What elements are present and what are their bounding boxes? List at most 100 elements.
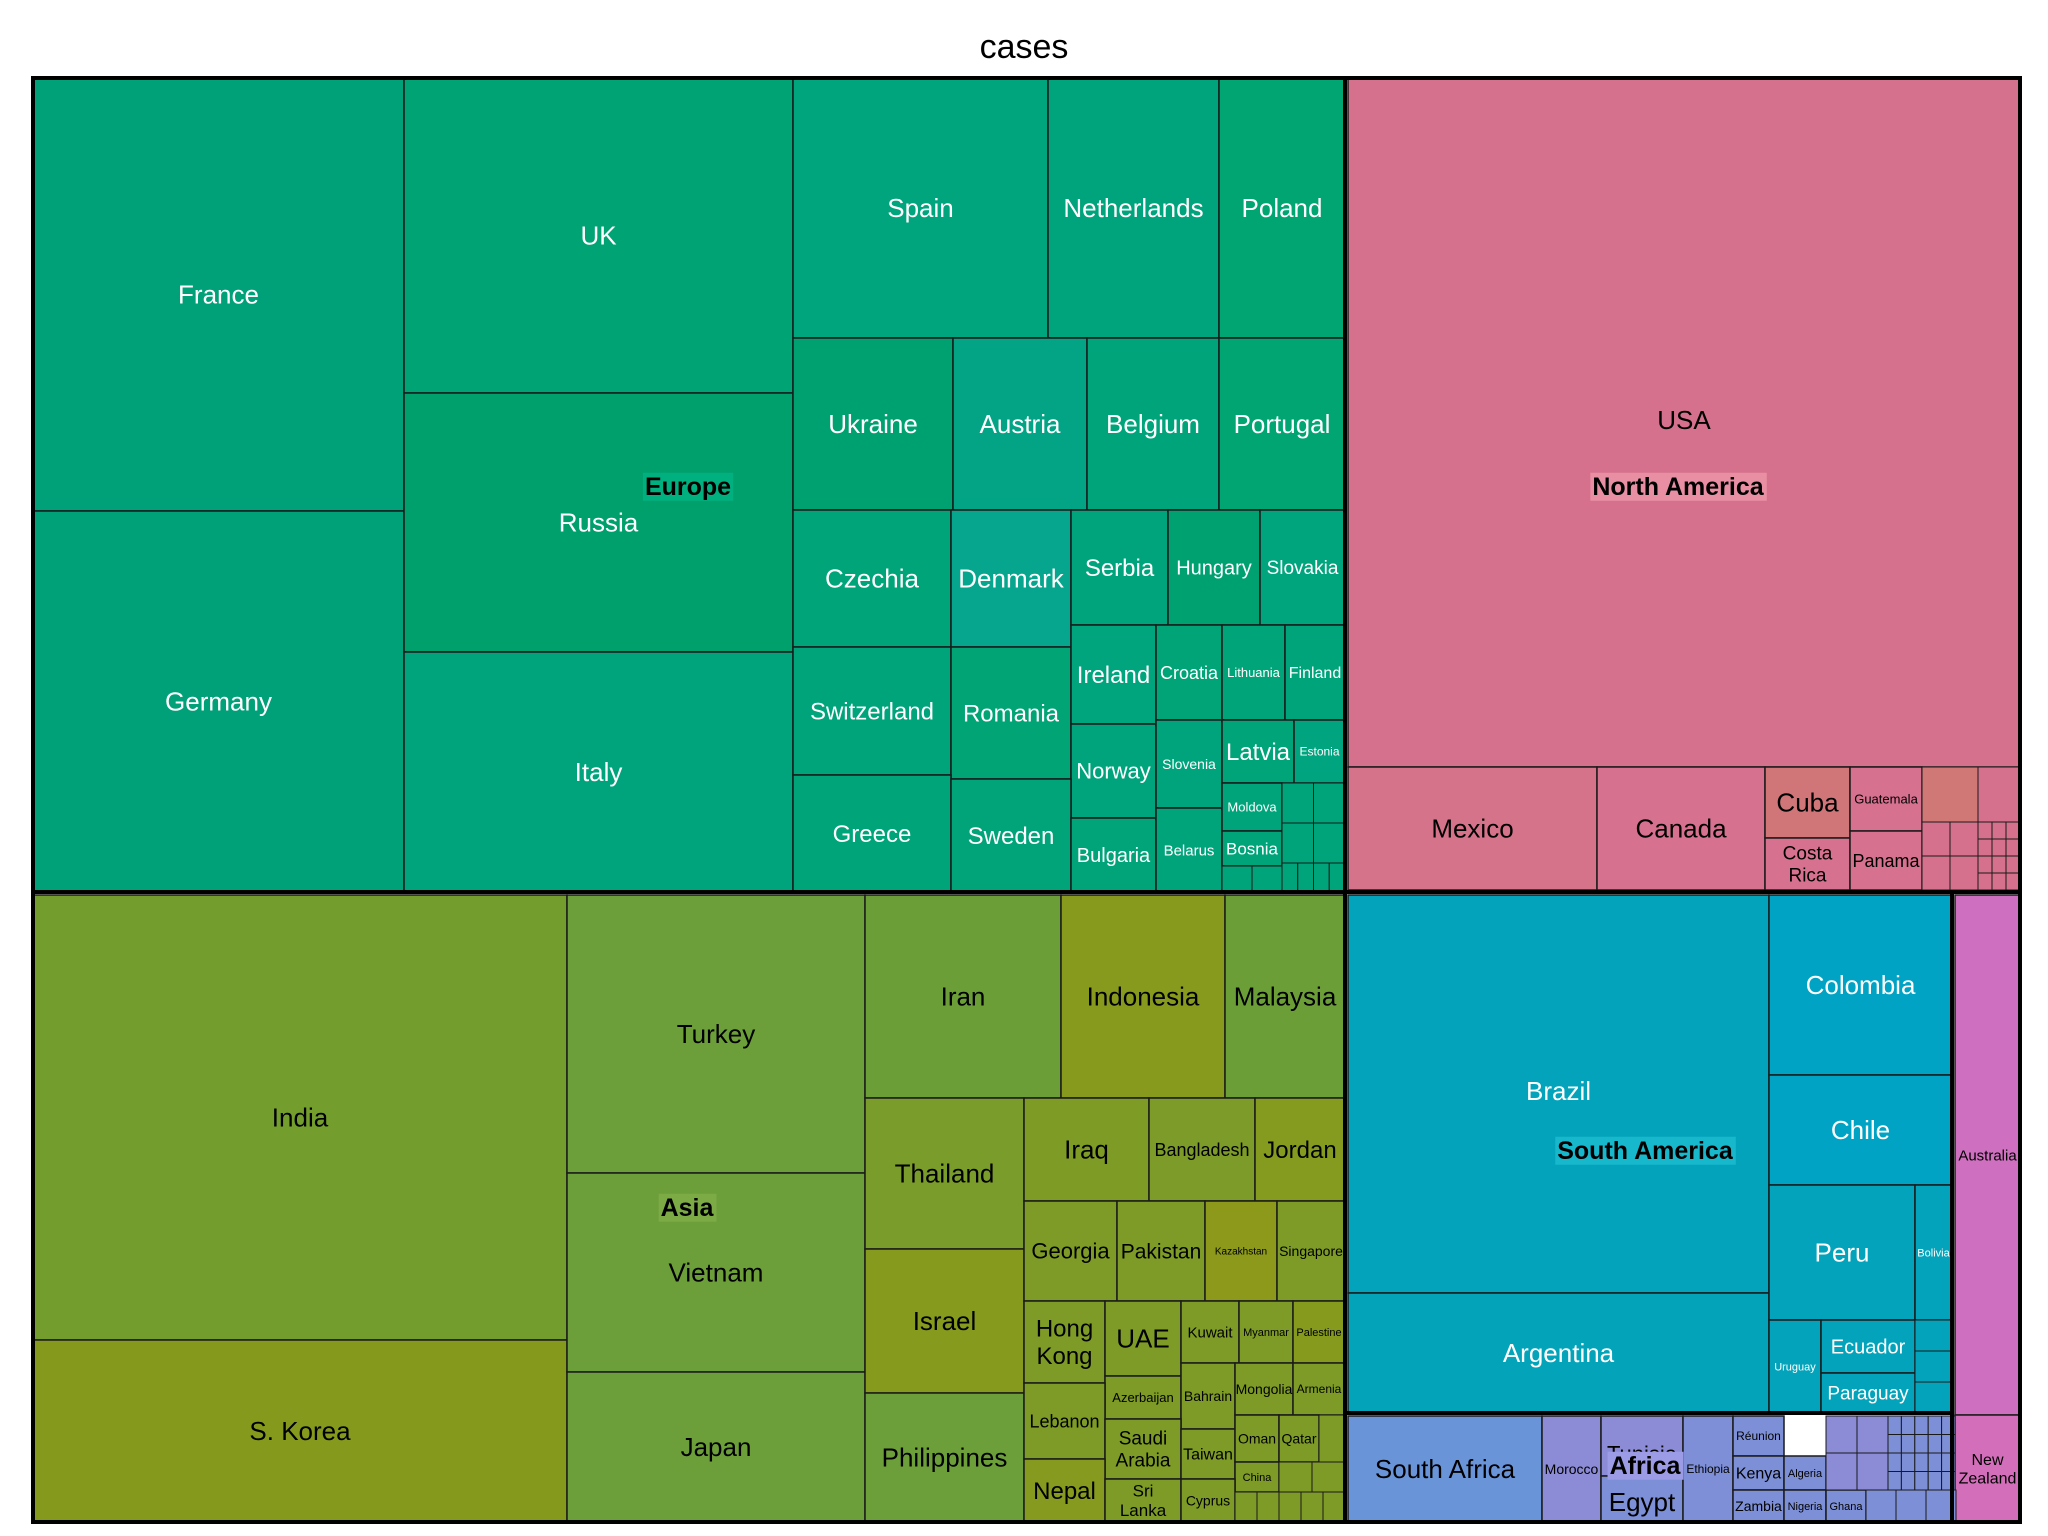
label-armenia: Armenia xyxy=(1297,1382,1342,1396)
cell-small-8 xyxy=(1221,865,1253,893)
label-mexico: Mexico xyxy=(1431,814,1513,844)
cell-small-61 xyxy=(1914,1452,1929,1472)
cell-uae xyxy=(1104,1300,1182,1377)
label-nepal: Nepal xyxy=(1033,1478,1096,1505)
cell-small-13 xyxy=(1949,821,1979,857)
label-germany: Germany xyxy=(165,687,272,717)
label-russia: Russia xyxy=(559,508,639,538)
label-croatia: Croatia xyxy=(1160,663,1219,683)
label-philippines: Philippines xyxy=(882,1443,1008,1473)
cell-small-20 xyxy=(1991,838,2007,857)
cell-iraq xyxy=(1023,1097,1150,1202)
cell-small-66 xyxy=(1914,1471,1929,1491)
cell-small-62 xyxy=(1927,1452,1943,1472)
cell-small-11 xyxy=(1977,766,2021,823)
label-s-korea: S. Korea xyxy=(249,1416,351,1446)
label-latvia: Latvia xyxy=(1226,739,1291,766)
cell-small-65 xyxy=(1900,1471,1916,1491)
label-ukraine: Ukraine xyxy=(828,409,918,439)
cell-jordan xyxy=(1254,1097,1346,1202)
cell-small-54 xyxy=(1887,1434,1902,1454)
cell-thailand xyxy=(864,1097,1025,1250)
label-belgium: Belgium xyxy=(1106,409,1200,439)
label-spain: Spain xyxy=(887,193,954,223)
cell-small-35 xyxy=(1256,1491,1280,1523)
label-belarus: Belarus xyxy=(1164,842,1215,859)
cell-ukraine xyxy=(792,337,954,511)
group-label-bg-europe xyxy=(642,472,734,501)
cell-russia xyxy=(403,392,794,653)
label-taiwan: Taiwan xyxy=(1183,1447,1233,1464)
cell-germany xyxy=(32,510,405,893)
label-nigeria: Nigeria xyxy=(1788,1501,1824,1513)
cell-costa-rica xyxy=(1764,837,1851,891)
cell-small-23 xyxy=(1991,855,2007,874)
cell-small-34 xyxy=(1234,1491,1258,1523)
label-jordan: Jordan xyxy=(1263,1137,1336,1164)
label-iran: Iran xyxy=(941,982,986,1012)
label-bahrain: Bahrain xyxy=(1184,1388,1232,1404)
group-label-north-america: North America xyxy=(1592,473,1764,501)
label-zambia: Zambia xyxy=(1735,1498,1782,1514)
cell-small-18 xyxy=(2005,821,2021,840)
label-colombia: Colombia xyxy=(1806,970,1916,1000)
cell-austria xyxy=(952,337,1088,511)
cell-small-52 xyxy=(1927,1415,1943,1435)
label-lebanon: Lebanon xyxy=(1029,1411,1099,1431)
cell-small-5 xyxy=(1297,862,1314,893)
label-sweden: Sweden xyxy=(968,823,1055,850)
label-uk: UK xyxy=(580,221,617,251)
cell-czechia xyxy=(792,509,952,648)
cell-small-64 xyxy=(1887,1471,1902,1491)
cell-france xyxy=(32,77,405,512)
label-switzerland: Switzerland xyxy=(810,698,934,725)
label-guatemala: Guatemala xyxy=(1854,792,1918,807)
label-sri-lanka: Sri Lanka xyxy=(1120,1482,1167,1521)
label-bangladesh: Bangladesh xyxy=(1154,1140,1249,1160)
cell-south-africa xyxy=(1347,1415,1543,1523)
cell-myanmar xyxy=(1238,1300,1294,1364)
cell-singapore xyxy=(1276,1200,1346,1302)
label-chile: Chile xyxy=(1831,1115,1890,1145)
cell-small-47 xyxy=(1895,1489,1927,1523)
label-georgia: Georgia xyxy=(1031,1239,1110,1264)
group-label-asia: Asia xyxy=(661,1194,715,1222)
label-moldova: Moldova xyxy=(1227,800,1277,815)
cell-nigeria xyxy=(1783,1489,1827,1523)
cell-peru xyxy=(1768,1184,1916,1321)
label-oman: Oman xyxy=(1238,1430,1276,1446)
cell-morocco xyxy=(1541,1415,1602,1523)
label-ecuador: Ecuador xyxy=(1831,1337,1906,1359)
label-panama: Panama xyxy=(1852,851,1920,871)
label-denmark: Denmark xyxy=(958,564,1064,594)
cell-small-28 xyxy=(1318,1414,1346,1463)
label-indonesia: Indonesia xyxy=(1087,982,1200,1012)
label-cyprus: Cyprus xyxy=(1186,1492,1230,1508)
cell-small-3 xyxy=(1313,822,1346,864)
label-ethiopia: Ethiopia xyxy=(1686,1462,1730,1476)
cell-belarus xyxy=(1155,807,1223,893)
cell-iran xyxy=(864,894,1062,1099)
cell-georgia xyxy=(1023,1200,1118,1302)
cell-small-21 xyxy=(2005,838,2021,857)
cell-australia xyxy=(1954,894,2021,1416)
cell-pakistan xyxy=(1116,1200,1206,1302)
cell-small-12 xyxy=(1921,821,1951,857)
cell-small-31 xyxy=(1311,1461,1346,1493)
cell-small-17 xyxy=(1991,821,2007,840)
label-kenya: Kenya xyxy=(1736,1466,1781,1483)
cell-paraguay xyxy=(1820,1372,1916,1414)
cell-indonesia xyxy=(1060,894,1226,1099)
label-argentina: Argentina xyxy=(1503,1338,1615,1368)
label-serbia: Serbia xyxy=(1085,555,1155,582)
cell-small-51 xyxy=(1914,1415,1929,1435)
label-czechia: Czechia xyxy=(825,564,919,594)
label-ghana: Ghana xyxy=(1829,1501,1863,1513)
cell-colombia xyxy=(1768,894,1953,1076)
cell-small-40 xyxy=(1914,1350,1953,1383)
cell-small-42 xyxy=(1825,1415,1858,1454)
group-label-bg-north-america xyxy=(1590,472,1767,501)
label-iraq: Iraq xyxy=(1064,1135,1109,1165)
cell-norway xyxy=(1070,723,1157,819)
